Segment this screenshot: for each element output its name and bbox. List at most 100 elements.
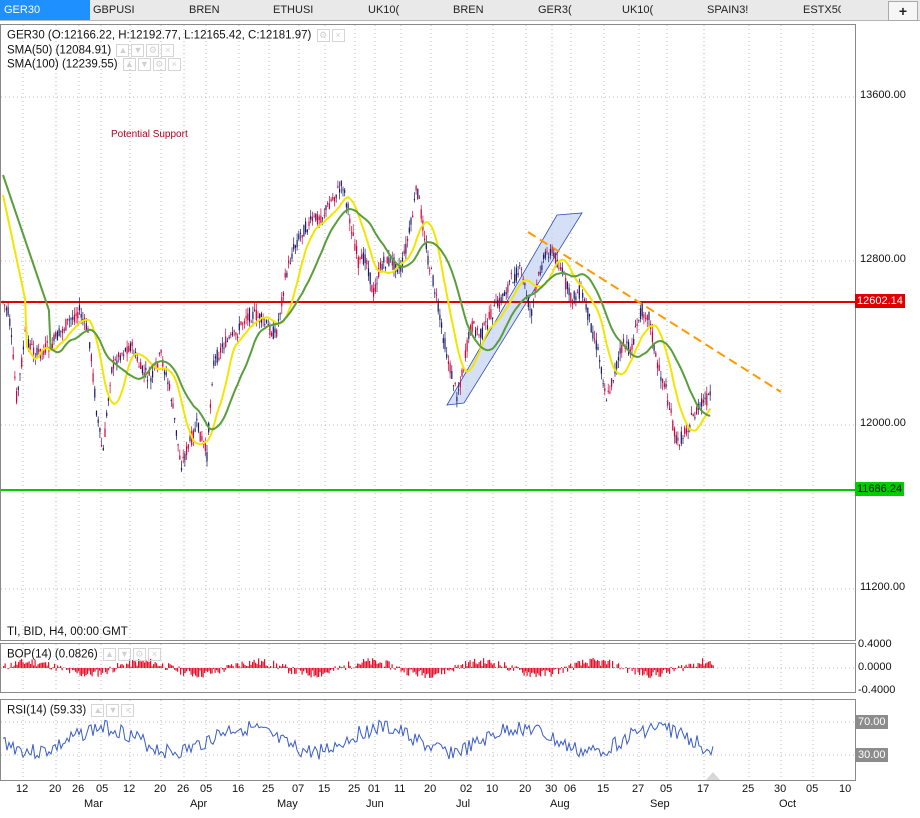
bop-bar bbox=[345, 668, 347, 671]
candle-body bbox=[233, 330, 235, 332]
up-icon[interactable]: ▲ bbox=[116, 44, 130, 57]
settings-icon[interactable]: ⚙ bbox=[132, 648, 146, 661]
bop-bar bbox=[441, 668, 443, 675]
bop-bar bbox=[388, 661, 390, 668]
bop-bar bbox=[639, 668, 641, 676]
tab-estx50[interactable]: ESTX50 bbox=[803, 0, 841, 20]
bop-bar bbox=[349, 665, 351, 668]
bop-bar bbox=[30, 664, 32, 668]
candle-body bbox=[237, 336, 239, 339]
bop-bar bbox=[480, 660, 482, 668]
rsi-indicator-panel[interactable]: RSI(14) (59.33) ▲ ▼ × bbox=[0, 699, 856, 781]
candle-body bbox=[112, 360, 115, 369]
bop-bar bbox=[237, 663, 239, 668]
bop-bar bbox=[637, 668, 639, 673]
up-icon[interactable]: ▲ bbox=[122, 58, 136, 71]
month-tick-label: Oct bbox=[779, 798, 797, 810]
close-icon[interactable]: × bbox=[167, 58, 181, 71]
tab-gbpusd[interactable]: GBPUSI bbox=[93, 0, 141, 20]
tab-spain35[interactable]: SPAIN3! bbox=[707, 0, 753, 20]
bop-bar bbox=[304, 668, 306, 670]
candle-body bbox=[306, 229, 308, 233]
tab-brent-2[interactable]: BREN bbox=[453, 0, 487, 20]
settings-icon[interactable]: ⚙ bbox=[146, 44, 160, 57]
tab-uk100[interactable]: UK10( bbox=[368, 0, 402, 20]
bop-bar bbox=[465, 660, 467, 668]
bop-bar bbox=[679, 667, 681, 668]
price-tick: 13600.00 bbox=[860, 89, 906, 101]
candle-body bbox=[123, 354, 125, 356]
bop-bar bbox=[612, 660, 614, 668]
tab-ger30-2[interactable]: GER3( bbox=[538, 0, 572, 20]
down-icon[interactable]: ▼ bbox=[131, 44, 145, 57]
candle-body bbox=[7, 307, 9, 316]
candlesticks bbox=[2, 180, 711, 473]
bop-bar bbox=[208, 668, 210, 671]
bop-bar bbox=[118, 666, 120, 668]
bop-tick: 0.0000 bbox=[858, 661, 892, 673]
bop-bar bbox=[217, 668, 219, 673]
bop-bar bbox=[427, 668, 429, 674]
day-tick-label: 20 bbox=[519, 783, 532, 795]
bop-bar bbox=[673, 668, 675, 672]
candle-body bbox=[590, 323, 592, 333]
down-icon[interactable]: ▼ bbox=[117, 648, 131, 661]
bop-bar bbox=[331, 668, 333, 669]
bop-bar bbox=[559, 668, 561, 670]
candle-body bbox=[289, 262, 291, 264]
bop-bar bbox=[343, 665, 345, 668]
candle-body bbox=[152, 371, 154, 378]
up-icon[interactable]: ▲ bbox=[91, 704, 105, 717]
day-tick-label: 06 bbox=[564, 783, 577, 795]
candle-body bbox=[308, 221, 310, 227]
candle-body bbox=[643, 314, 645, 319]
day-tick-label: 05 bbox=[96, 783, 109, 795]
candle-body bbox=[519, 265, 521, 267]
bop-bar bbox=[103, 668, 105, 669]
settings-icon[interactable]: ⚙ bbox=[152, 58, 166, 71]
bop-bar bbox=[139, 661, 141, 668]
bop-bar bbox=[619, 668, 621, 670]
candle-body bbox=[665, 383, 667, 388]
up-icon[interactable]: ▲ bbox=[102, 648, 116, 661]
main-chart-panel[interactable]: Potential Support TI, BID, H4, 00:00 GMT… bbox=[0, 24, 856, 641]
candle-body bbox=[272, 326, 274, 339]
tab-uk100-2[interactable]: UK10( bbox=[622, 0, 656, 20]
candle-body bbox=[294, 245, 296, 248]
candle-body bbox=[22, 346, 24, 350]
bop-bar bbox=[270, 666, 272, 668]
scroll-marker-icon[interactable] bbox=[706, 772, 720, 780]
candle-body bbox=[82, 318, 84, 320]
tab-brent[interactable]: BREN bbox=[189, 0, 223, 20]
close-icon[interactable]: × bbox=[121, 704, 135, 717]
settings-icon[interactable]: ⚙ bbox=[316, 29, 330, 42]
candle-body bbox=[12, 354, 14, 359]
candle-body bbox=[9, 318, 11, 326]
bop-bar bbox=[294, 668, 296, 674]
bop-bar bbox=[678, 665, 680, 668]
candle-body bbox=[684, 427, 686, 434]
close-icon[interactable]: × bbox=[147, 648, 161, 661]
candle-body bbox=[131, 341, 133, 346]
candle-body bbox=[247, 313, 249, 321]
close-icon[interactable]: × bbox=[331, 29, 345, 42]
down-icon[interactable]: ▼ bbox=[137, 58, 151, 71]
candle-body bbox=[141, 365, 143, 374]
close-icon[interactable]: × bbox=[161, 44, 175, 57]
bop-bar bbox=[228, 664, 230, 668]
bop-bar bbox=[577, 660, 579, 668]
candle-body bbox=[464, 350, 466, 359]
bop-bar bbox=[207, 668, 209, 672]
bop-indicator-panel[interactable]: BOP(14) (0.0826) ▲ ▼ ⚙ × bbox=[0, 643, 856, 693]
price-tick: 11200.00 bbox=[860, 581, 906, 593]
candle-body bbox=[660, 376, 662, 381]
bop-bar bbox=[672, 668, 674, 670]
tab-ethusd[interactable]: ETHUSI bbox=[273, 0, 315, 20]
tab-ger30[interactable]: GER30 bbox=[0, 0, 90, 20]
bop-bar bbox=[25, 662, 27, 668]
add-tab-button[interactable]: + bbox=[888, 1, 918, 21]
candle-body bbox=[136, 357, 138, 362]
day-tick-label: 20 bbox=[154, 783, 167, 795]
bop-bar bbox=[222, 668, 224, 670]
down-icon[interactable]: ▼ bbox=[106, 704, 120, 717]
